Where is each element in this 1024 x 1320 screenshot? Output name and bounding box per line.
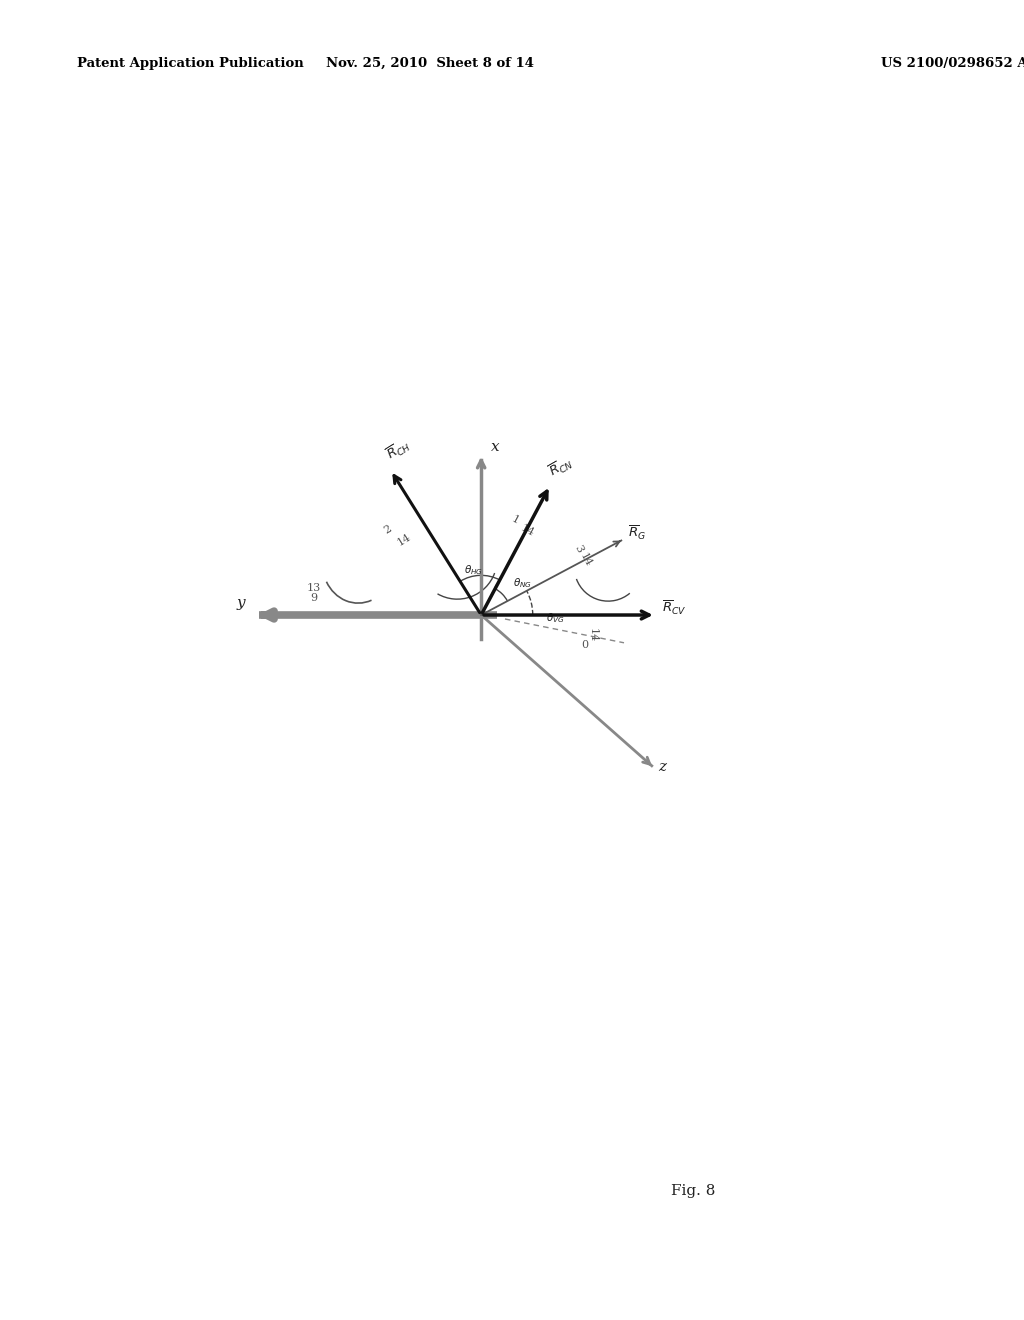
Text: z: z (658, 759, 667, 774)
Text: 3: 3 (572, 543, 584, 554)
Text: 13: 13 (306, 583, 321, 593)
Text: $\overline{R}_{G}$: $\overline{R}_{G}$ (628, 524, 646, 543)
Text: 1: 1 (509, 513, 520, 527)
Text: 2: 2 (382, 523, 393, 535)
Text: x: x (490, 440, 500, 454)
Text: 9: 9 (310, 593, 317, 603)
Text: Nov. 25, 2010  Sheet 8 of 14: Nov. 25, 2010 Sheet 8 of 14 (326, 57, 535, 70)
Text: $\theta_{NG}$: $\theta_{NG}$ (513, 577, 531, 590)
Text: 14: 14 (395, 532, 413, 548)
Text: 14: 14 (587, 628, 597, 642)
Text: $\overline{R}_{CN}$: $\overline{R}_{CN}$ (546, 453, 577, 480)
Text: US 2100/0298652 A1: US 2100/0298652 A1 (881, 57, 1024, 70)
Text: 14: 14 (519, 523, 537, 539)
Text: 0: 0 (581, 640, 588, 651)
Text: $\overline{R}_{CH}$: $\overline{R}_{CH}$ (383, 436, 414, 463)
Text: $\theta_{HG}$: $\theta_{HG}$ (464, 562, 482, 577)
Text: 14: 14 (579, 550, 594, 568)
Text: Fig. 8: Fig. 8 (671, 1184, 715, 1197)
Text: $\overline{R}_{CV}$: $\overline{R}_{CV}$ (663, 598, 687, 616)
Text: Patent Application Publication: Patent Application Publication (77, 57, 303, 70)
Text: y: y (237, 597, 246, 610)
Text: $\theta_{VG}$: $\theta_{VG}$ (546, 611, 565, 626)
